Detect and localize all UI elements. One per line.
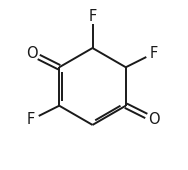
Text: F: F xyxy=(27,112,35,128)
Text: O: O xyxy=(148,112,159,127)
Text: F: F xyxy=(88,9,97,24)
Text: F: F xyxy=(150,46,158,61)
Text: O: O xyxy=(26,46,37,61)
